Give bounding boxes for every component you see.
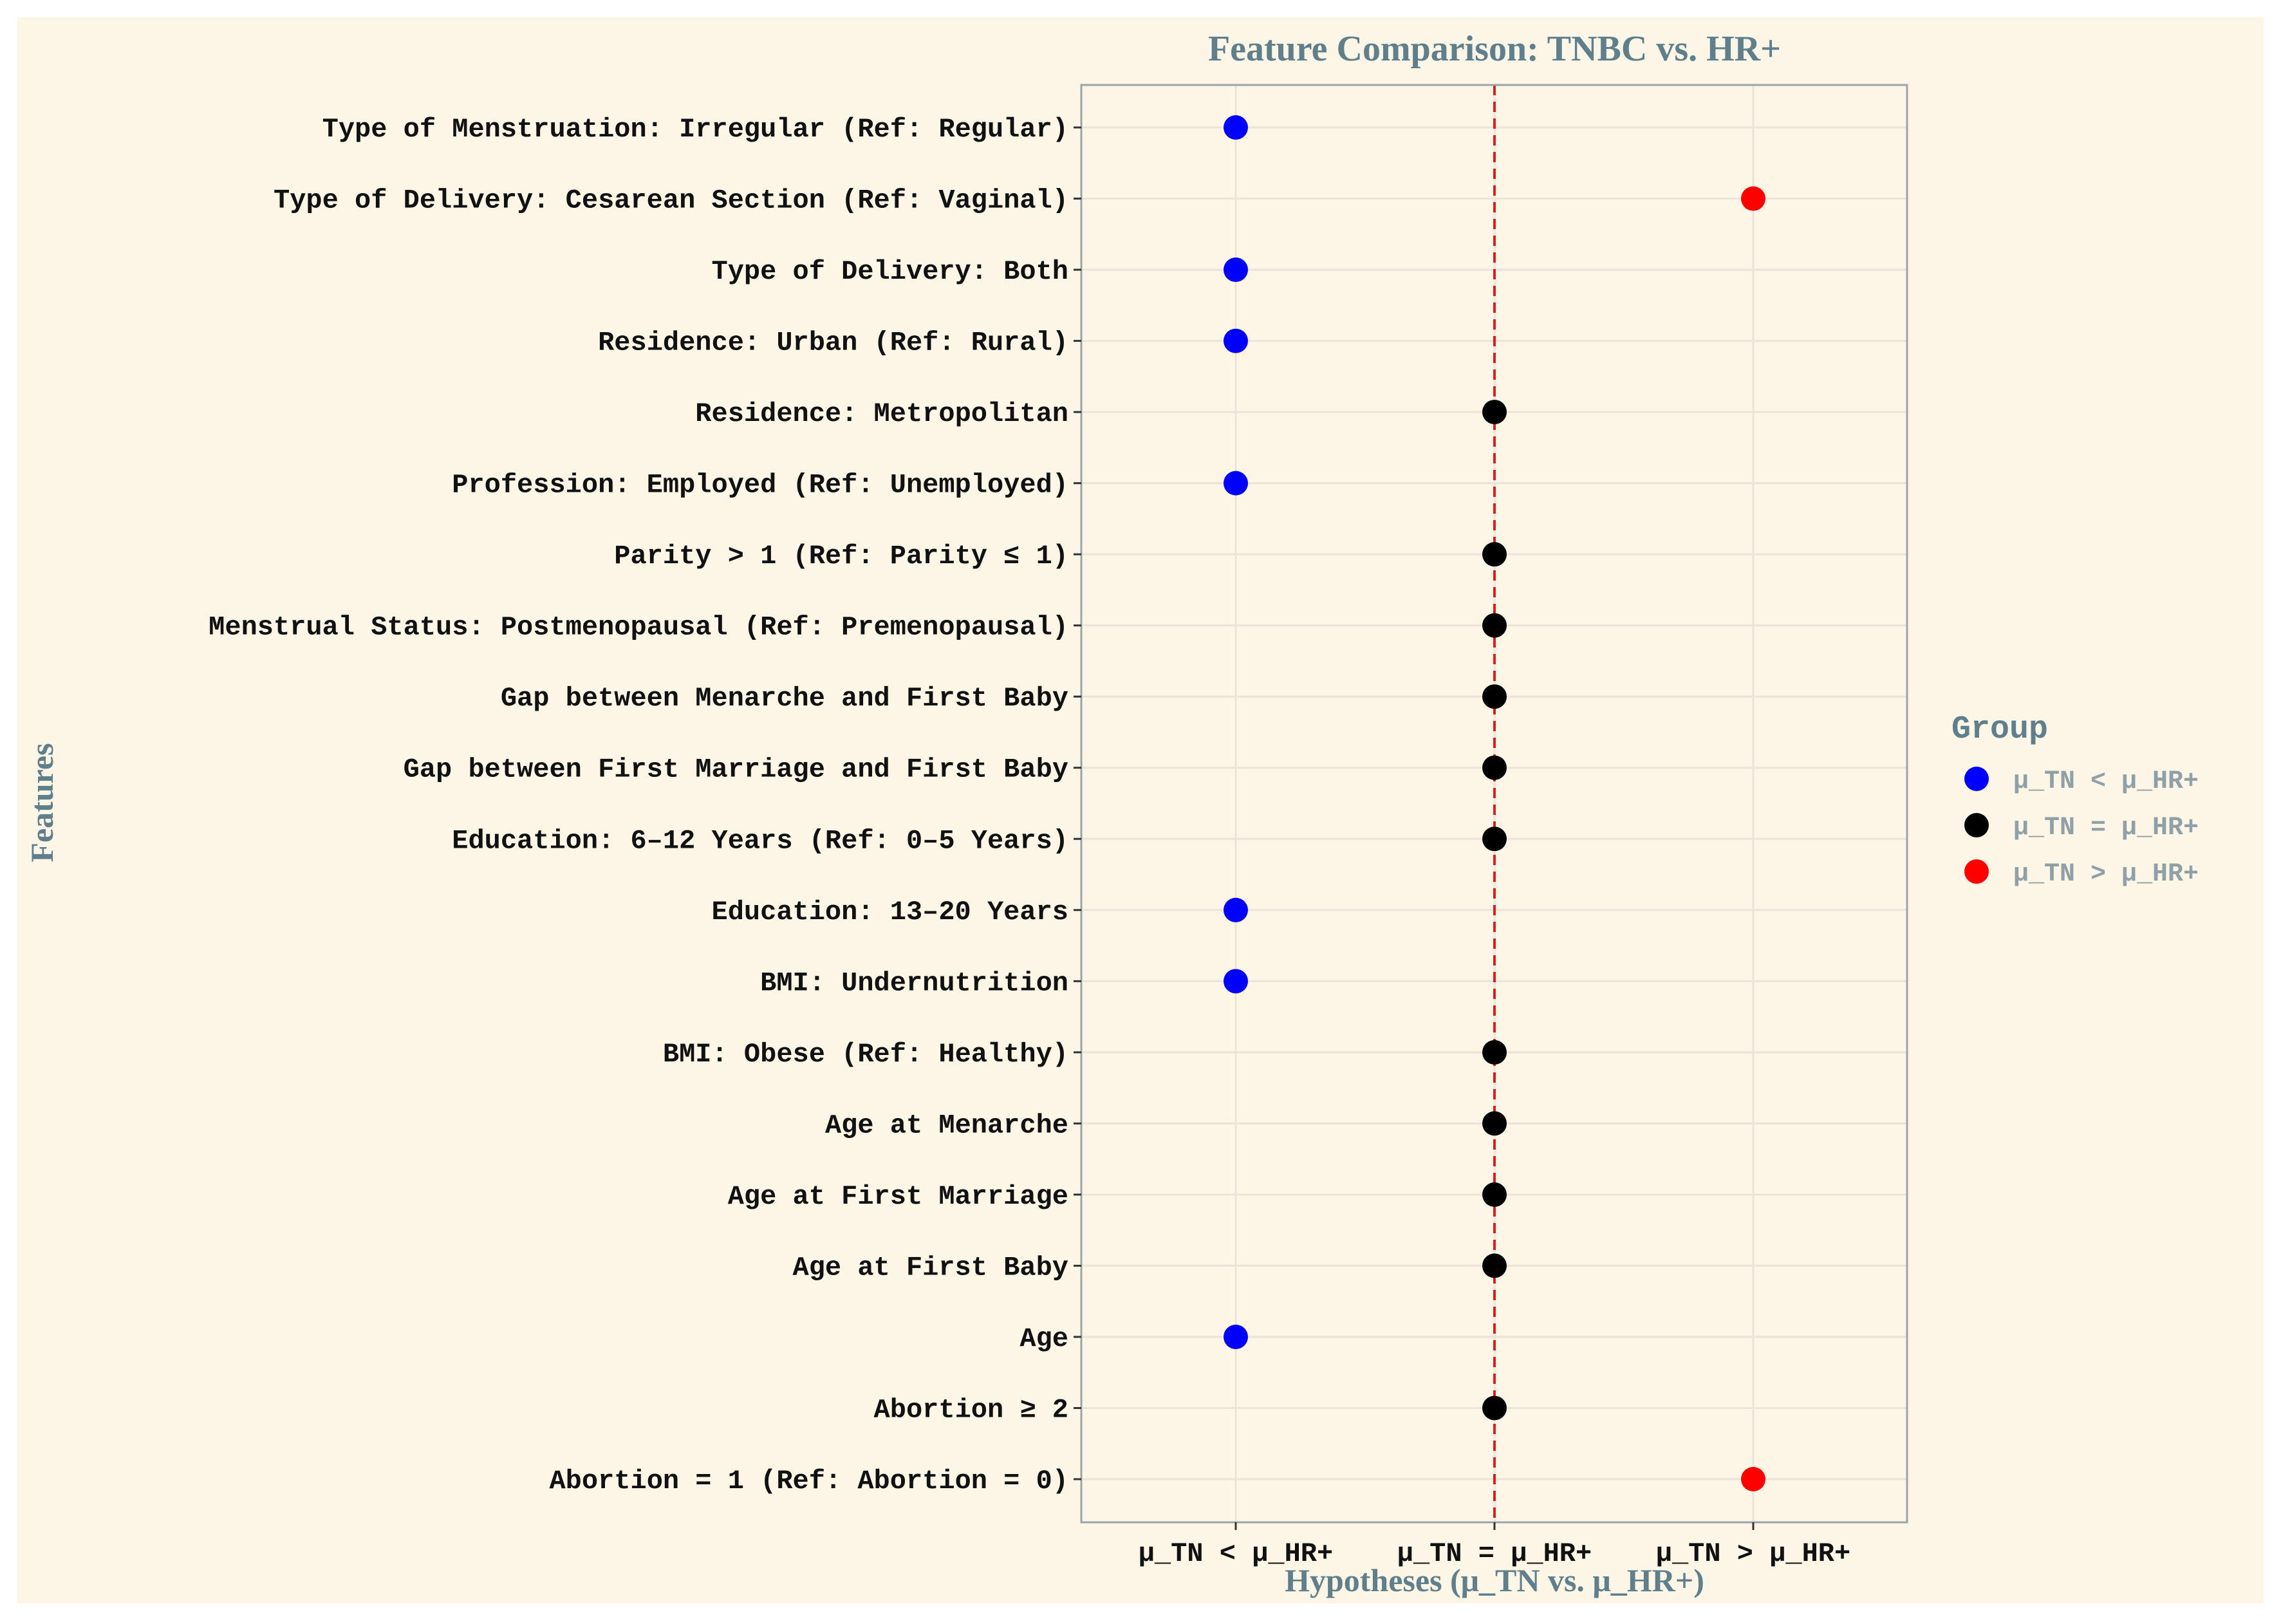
legend-items: μ_TN < μ_HR+ μ_TN = μ_HR+ μ_TN > μ_HR+ (1964, 767, 2199, 889)
x-tick-labels: μ_TN < μ_HR+ μ_TN = μ_HR+ μ_TN > μ_HR+ (1139, 1522, 1850, 1569)
y-tick-label: Parity > 1 (Ref: Parity ≤ 1) (614, 541, 1068, 572)
data-point (1482, 755, 1507, 780)
x-axis-label: Hypotheses (μ_TN vs. μ_HR+) (1285, 1562, 1704, 1598)
chart-title: Feature Comparison: TNBC vs. HR+ (1208, 29, 1781, 69)
legend-swatch (1964, 813, 1989, 837)
legend-title: Group (1951, 711, 2048, 748)
data-point (1482, 1111, 1507, 1136)
data-point (1482, 684, 1507, 709)
y-tick-label: Age at First Marriage (728, 1181, 1068, 1212)
y-tick-label: Profession: Employed (Ref: Unemployed) (452, 470, 1068, 501)
data-points (1224, 115, 1765, 1491)
legend-swatch (1964, 767, 1989, 791)
data-point (1224, 897, 1248, 922)
x-tick-label: μ_TN > μ_HR+ (1656, 1538, 1850, 1569)
data-point (1482, 1395, 1507, 1421)
y-tick-label: Abortion ≥ 2 (874, 1394, 1068, 1425)
legend-label: μ_TN > μ_HR+ (2013, 860, 2199, 889)
data-point (1482, 1182, 1507, 1207)
y-tick-label: Education: 13–20 Years (712, 897, 1069, 928)
y-tick-label: Type of Delivery: Cesarean Section (Ref:… (274, 185, 1068, 216)
data-point (1741, 186, 1765, 211)
legend-swatch (1964, 859, 1989, 884)
data-point (1741, 1467, 1765, 1491)
data-point (1482, 613, 1507, 638)
y-tick-label: Type of Menstruation: Irregular (Ref: Re… (322, 114, 1068, 145)
data-point (1482, 542, 1507, 567)
y-tick-label: Age (1019, 1323, 1068, 1354)
plot-background (17, 17, 2264, 1603)
data-point (1224, 328, 1248, 353)
y-tick-label: Menstrual Status: Postmenopausal (Ref: P… (209, 612, 1068, 643)
y-tick-label: Residence: Metropolitan (695, 398, 1068, 429)
y-tick-label: Abortion = 1 (Ref: Abortion = 0) (549, 1466, 1068, 1497)
y-tick-label: Gap between First Marriage and First Bab… (404, 754, 1068, 785)
x-tick-label: μ_TN < μ_HR+ (1139, 1538, 1333, 1569)
legend-label: μ_TN = μ_HR+ (2013, 814, 2199, 843)
data-point (1224, 1324, 1248, 1349)
data-point (1482, 1253, 1507, 1278)
legend-label: μ_TN < μ_HR+ (2013, 767, 2199, 796)
x-tick-label: μ_TN = μ_HR+ (1397, 1538, 1592, 1569)
data-point (1224, 969, 1248, 994)
y-tick-label: Age at Menarche (825, 1110, 1068, 1141)
y-tick-label: Residence: Urban (Ref: Rural) (598, 328, 1068, 359)
y-tick-label: Age at First Baby (793, 1252, 1068, 1283)
legend: Group μ_TN < μ_HR+ μ_TN = μ_HR+ μ_TN > μ_H… (1951, 711, 2199, 889)
y-tick-label: BMI: Obese (Ref: Healthy) (663, 1039, 1068, 1070)
y-tick-label: BMI: Undernutrition (760, 967, 1068, 998)
data-point (1224, 115, 1248, 140)
data-point (1482, 400, 1507, 425)
data-point (1224, 471, 1248, 496)
y-axis-label: Features (24, 743, 60, 862)
data-point (1224, 257, 1248, 283)
data-point (1482, 1040, 1507, 1065)
y-tick-label: Type of Delivery: Both (712, 256, 1069, 287)
y-tick-labels: Type of Menstruation: Irregular (Ref: Re… (209, 114, 1081, 1497)
data-point (1482, 826, 1507, 852)
y-tick-label: Gap between Menarche and First Baby (501, 683, 1068, 714)
y-tick-label: Education: 6–12 Years (Ref: 0–5 Years) (452, 825, 1068, 856)
